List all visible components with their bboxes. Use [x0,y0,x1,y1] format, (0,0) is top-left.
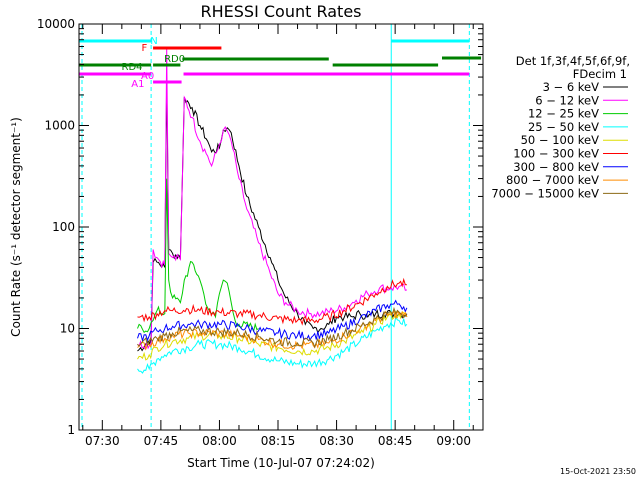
state-bar-label: RD4 [122,62,143,73]
state-bar-label: N [150,36,157,47]
legend-label: 7000 − 15000 keV [491,186,599,200]
series-line [137,277,407,326]
legend-header-line-2: FDecim 1 [573,67,627,81]
chart-title: RHESSI Count Rates [201,2,362,21]
y-tick-label: 100 [52,220,75,234]
legend-header-line-1: Det 1f,3f,4f,5f,6f,9f, [516,54,630,68]
legend-label: 100 − 300 keV [513,147,599,161]
legend-label: 25 − 50 keV [528,120,599,134]
state-bar-label: A1 [131,79,144,90]
timestamp: 15-Oct-2021 23:50 [560,467,636,476]
y-tick-label: 1 [67,423,75,437]
y-tick-label: 10 [60,322,75,336]
series-line [137,306,407,349]
legend-label: 6 − 12 keV [535,93,599,107]
x-tick-label: 08:45 [378,434,413,448]
legend-label: 300 − 800 keV [513,160,599,174]
state-bar-label: F [141,43,147,54]
state-bar-label: A0 [141,71,154,82]
legend-label: 50 − 100 keV [521,133,600,147]
x-tick-label: 08:30 [319,434,354,448]
series-line [137,178,259,334]
legend-label: 3 − 6 keV [543,80,600,94]
y-axis-label: Count Rate (s⁻¹ detector segment⁻¹) [9,117,23,337]
y-tick-label: 1000 [44,119,75,133]
series-line [137,47,408,350]
x-tick-label: 08:15 [261,434,296,448]
x-tick-label: 08:00 [202,434,237,448]
series-line [137,299,408,343]
x-tick-label: 09:00 [436,434,471,448]
series-line [137,310,408,361]
x-tick-label: 07:30 [85,434,120,448]
x-axis-label: Start Time (10-Jul-07 07:24:02) [187,456,375,470]
legend-label: 12 − 25 keV [528,107,599,121]
legend-label: 800 − 7000 keV [506,173,599,187]
series-line [137,77,408,352]
series-line [137,315,408,374]
x-tick-label: 07:45 [144,434,179,448]
y-tick-label: 10000 [37,17,75,31]
state-bar-label: RD0 [164,54,185,65]
